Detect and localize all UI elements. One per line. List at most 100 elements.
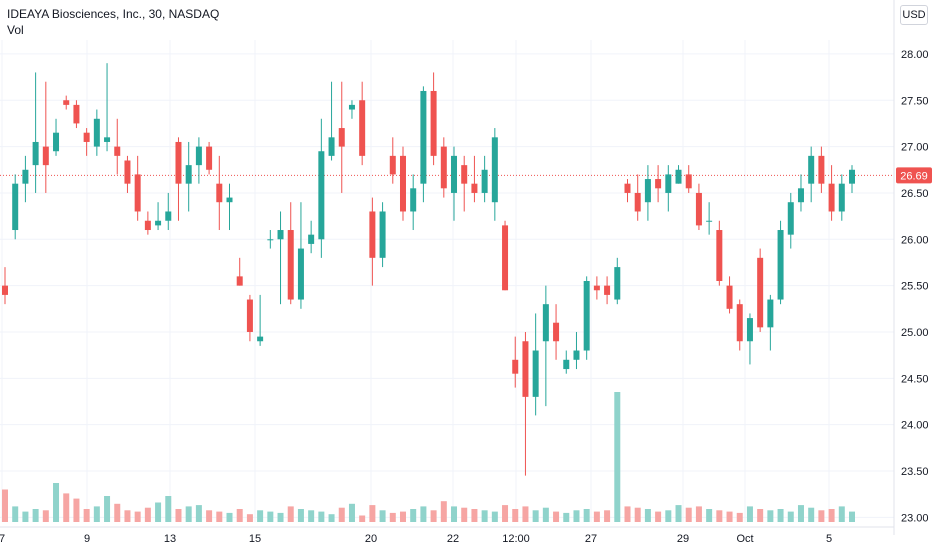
candle[interactable] bbox=[338, 81, 345, 193]
candle[interactable] bbox=[461, 155, 468, 212]
candle[interactable] bbox=[287, 202, 294, 305]
candle[interactable] bbox=[348, 100, 355, 119]
candle[interactable] bbox=[491, 128, 498, 221]
candle[interactable] bbox=[216, 155, 223, 231]
candle[interactable] bbox=[226, 183, 233, 231]
candle[interactable] bbox=[808, 146, 815, 203]
candle[interactable] bbox=[757, 248, 764, 332]
candle[interactable] bbox=[32, 72, 39, 193]
candle[interactable] bbox=[675, 165, 682, 184]
candle[interactable] bbox=[583, 276, 590, 360]
candle[interactable] bbox=[542, 285, 549, 407]
candle[interactable] bbox=[706, 202, 713, 235]
candle[interactable] bbox=[399, 146, 406, 221]
candle[interactable] bbox=[430, 72, 437, 166]
candle[interactable] bbox=[420, 86, 427, 203]
candle[interactable] bbox=[165, 192, 172, 231]
candle[interactable] bbox=[308, 220, 315, 254]
candle[interactable] bbox=[124, 155, 131, 193]
candle[interactable] bbox=[22, 155, 29, 203]
candle[interactable] bbox=[604, 276, 611, 305]
symbol-title[interactable]: IDEAYA Biosciences, Inc., 30, NASDAQ bbox=[7, 7, 220, 21]
candle[interactable] bbox=[624, 179, 631, 203]
candle[interactable] bbox=[818, 146, 825, 193]
candle[interactable] bbox=[155, 202, 162, 231]
candle[interactable] bbox=[695, 183, 702, 231]
price-tick-label: 25.00 bbox=[901, 327, 929, 339]
candle[interactable] bbox=[83, 128, 90, 156]
candle[interactable] bbox=[685, 165, 692, 193]
candle[interactable] bbox=[175, 137, 182, 221]
candle[interactable] bbox=[246, 294, 253, 342]
candle[interactable] bbox=[532, 313, 539, 416]
candle[interactable] bbox=[614, 257, 621, 305]
volume-legend-label[interactable]: Vol bbox=[7, 23, 24, 37]
candle[interactable] bbox=[328, 81, 335, 161]
candle[interactable] bbox=[553, 304, 560, 360]
candle[interactable] bbox=[481, 155, 488, 203]
candle[interactable] bbox=[746, 313, 753, 365]
time-axis[interactable]: 7 9 13 15 20 22 12:00 27 29 Oct 5 bbox=[0, 526, 894, 545]
candle[interactable] bbox=[563, 350, 570, 374]
candle[interactable] bbox=[828, 165, 835, 221]
candle[interactable] bbox=[53, 118, 60, 156]
candle[interactable] bbox=[114, 118, 121, 175]
candle[interactable] bbox=[318, 118, 325, 258]
candle[interactable] bbox=[573, 331, 580, 370]
candle[interactable] bbox=[257, 294, 264, 346]
candle[interactable] bbox=[849, 165, 855, 193]
candle[interactable] bbox=[277, 211, 284, 305]
candle[interactable] bbox=[73, 100, 80, 129]
volume-bar bbox=[440, 501, 447, 522]
candle[interactable] bbox=[410, 174, 417, 231]
candle[interactable] bbox=[104, 63, 111, 152]
candle[interactable] bbox=[716, 220, 723, 286]
candle[interactable] bbox=[206, 141, 213, 175]
candle[interactable] bbox=[369, 197, 376, 286]
candle[interactable] bbox=[134, 155, 141, 221]
candle[interactable] bbox=[777, 220, 784, 305]
price-axis[interactable]: 28.00 27.50 27.00 26.50 26.00 25.50 25.00 24.50… bbox=[893, 0, 929, 535]
candle[interactable] bbox=[593, 276, 600, 300]
candle[interactable] bbox=[451, 146, 458, 221]
candle[interactable] bbox=[655, 165, 662, 203]
candle[interactable] bbox=[726, 276, 733, 314]
currency-button[interactable]: USD bbox=[900, 5, 928, 25]
candle[interactable] bbox=[379, 202, 386, 268]
candle-body bbox=[175, 141, 182, 184]
candle[interactable] bbox=[644, 165, 651, 221]
candle-body bbox=[83, 132, 90, 142]
candle[interactable] bbox=[267, 230, 274, 249]
price-tick-label: 25.50 bbox=[901, 281, 929, 293]
candle[interactable] bbox=[838, 174, 845, 221]
candle[interactable] bbox=[359, 81, 366, 166]
candle[interactable] bbox=[634, 174, 641, 221]
candle[interactable] bbox=[767, 294, 774, 351]
candle[interactable] bbox=[93, 109, 100, 156]
candle[interactable] bbox=[502, 220, 509, 291]
candle[interactable] bbox=[440, 137, 447, 198]
candle[interactable] bbox=[787, 192, 794, 249]
volume-bar bbox=[797, 505, 804, 522]
price-tick-label: 23.50 bbox=[901, 466, 929, 478]
price-tick-label: 27.50 bbox=[901, 95, 929, 107]
candle[interactable] bbox=[144, 211, 151, 235]
candle[interactable] bbox=[12, 174, 19, 240]
candle[interactable] bbox=[185, 141, 192, 212]
candle[interactable] bbox=[797, 174, 804, 212]
candle[interactable] bbox=[522, 331, 529, 476]
candle[interactable] bbox=[736, 299, 743, 351]
candle[interactable] bbox=[297, 202, 304, 309]
candle[interactable] bbox=[665, 165, 672, 212]
candle[interactable] bbox=[389, 137, 396, 184]
candle[interactable] bbox=[471, 155, 478, 203]
candle[interactable] bbox=[2, 267, 8, 305]
candle[interactable] bbox=[195, 137, 202, 184]
candle[interactable] bbox=[236, 257, 243, 286]
candle-body bbox=[114, 146, 121, 156]
candle-body bbox=[471, 183, 478, 193]
candle[interactable] bbox=[512, 336, 519, 388]
candle[interactable] bbox=[42, 81, 49, 193]
candle[interactable] bbox=[63, 95, 70, 110]
